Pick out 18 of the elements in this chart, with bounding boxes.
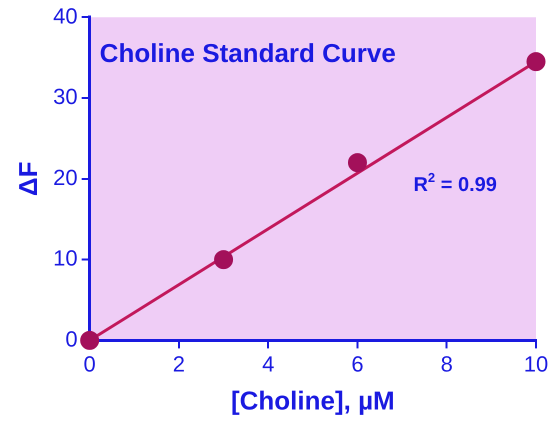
y-tick-label: 10 — [53, 246, 78, 271]
x-tick-label: 10 — [524, 352, 548, 377]
y-axis-title: ΔF — [12, 162, 43, 196]
x-tick-label: 4 — [262, 352, 274, 377]
point — [214, 250, 234, 270]
y-tick-label: 20 — [53, 164, 78, 190]
point — [80, 330, 100, 350]
x-tick-label: 6 — [351, 352, 364, 377]
y-tick-label: 40 — [53, 3, 78, 28]
x-tick-label: 0 — [84, 352, 96, 377]
text: Choline Standard Curve — [100, 38, 396, 68]
x-tick-label: 2 — [172, 352, 186, 377]
y-tick-label: 30 — [53, 84, 78, 110]
y-tick-label: 0 — [65, 326, 78, 352]
x-tick-label: 8 — [440, 352, 453, 377]
point — [526, 52, 546, 72]
x-axis-title: [Choline], µM — [230, 386, 395, 416]
point — [348, 153, 367, 172]
